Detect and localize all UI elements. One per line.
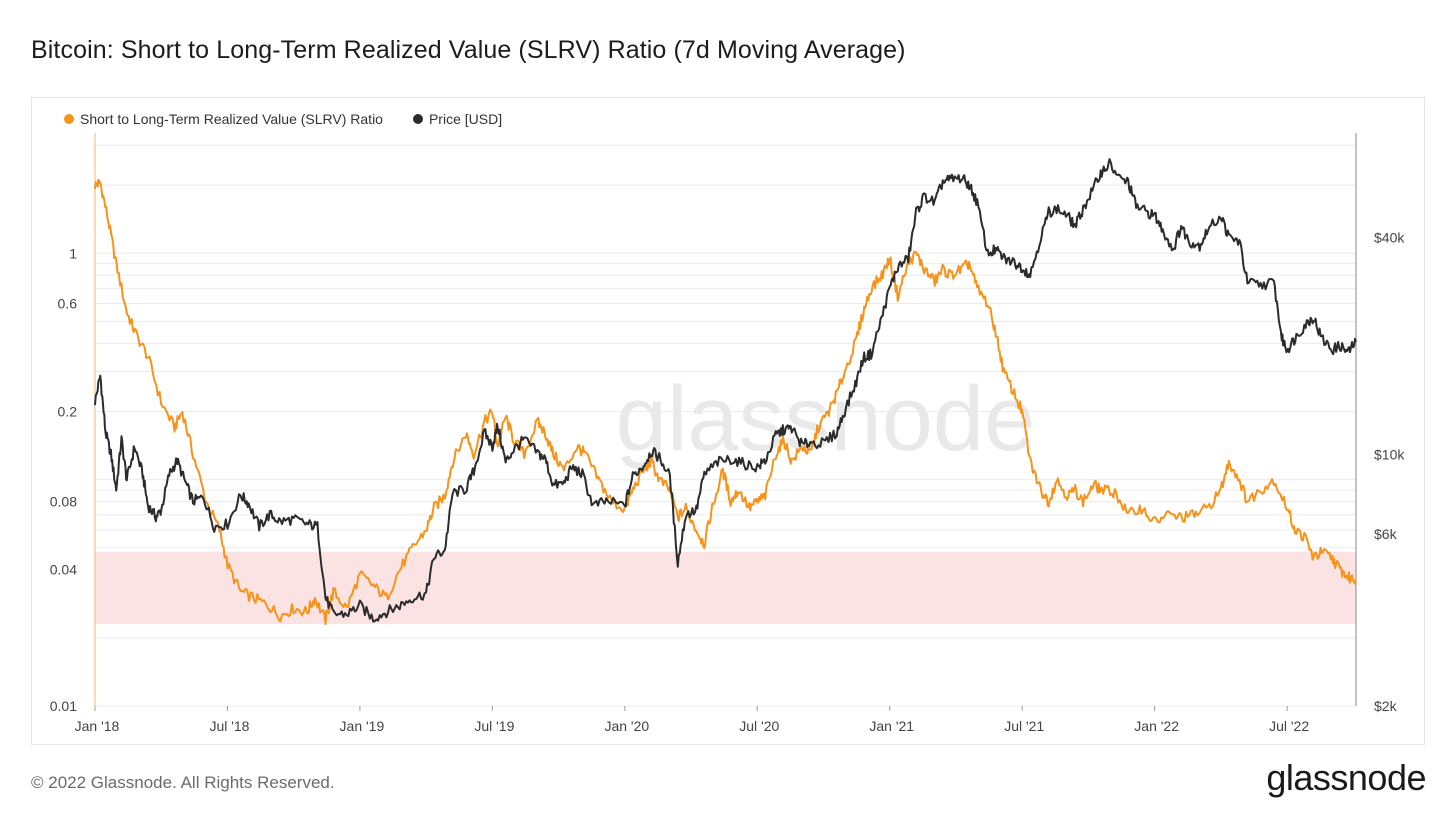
left-tick-label: 0.01 xyxy=(50,698,77,714)
right-tick-label: $10k xyxy=(1374,446,1405,462)
price-series-line xyxy=(94,158,1357,623)
legend-slrv-label: Short to Long-Term Realized Value (SLRV)… xyxy=(80,111,383,127)
right-tick-label: $6k xyxy=(1374,526,1398,542)
slrv-series-line xyxy=(94,179,1357,626)
right-tick-label: $40k xyxy=(1374,229,1405,245)
legend-slrv-dot-icon xyxy=(64,114,74,124)
chart-legend: Short to Long-Term Realized Value (SLRV)… xyxy=(64,111,502,127)
x-tick-label: Jan '21 xyxy=(869,718,914,734)
x-tick-label: Jul '18 xyxy=(209,718,249,734)
x-tick-label: Jul '19 xyxy=(474,718,514,734)
x-tick-label: Jan '18 xyxy=(75,718,120,734)
watermark: glassnode xyxy=(616,368,1035,470)
footer-copyright: © 2022 Glassnode. All Rights Reserved. xyxy=(31,773,335,792)
left-tick-label: 1 xyxy=(69,245,77,261)
legend-price-dot-icon xyxy=(412,114,423,124)
x-tick-label: Jan '19 xyxy=(340,718,385,734)
legend-item-price[interactable]: Price [USD] xyxy=(412,111,503,127)
chart-title: Bitcoin: Short to Long-Term Realized Val… xyxy=(31,36,906,64)
low-slrv-band xyxy=(95,551,1356,625)
chart-frame xyxy=(31,97,1425,745)
x-tick-label: Jul '21 xyxy=(1004,718,1044,734)
x-tick-label: Jan '22 xyxy=(1134,718,1179,734)
legend-price-label: Price [USD] xyxy=(428,111,503,127)
brand-logo: glassnode xyxy=(1266,757,1426,798)
x-tick-label: Jul '20 xyxy=(739,718,779,734)
left-tick-label: 0.08 xyxy=(50,494,77,510)
left-tick-label: 0.2 xyxy=(58,404,78,420)
x-tick-label: Jul '22 xyxy=(1269,718,1309,734)
legend-item-slrv[interactable]: Short to Long-Term Realized Value (SLRV)… xyxy=(64,111,383,127)
right-tick-label: $2k xyxy=(1374,698,1398,714)
left-tick-label: 0.04 xyxy=(50,562,77,578)
left-tick-label: 0.6 xyxy=(58,296,78,312)
x-tick-label: Jan '20 xyxy=(604,718,649,734)
